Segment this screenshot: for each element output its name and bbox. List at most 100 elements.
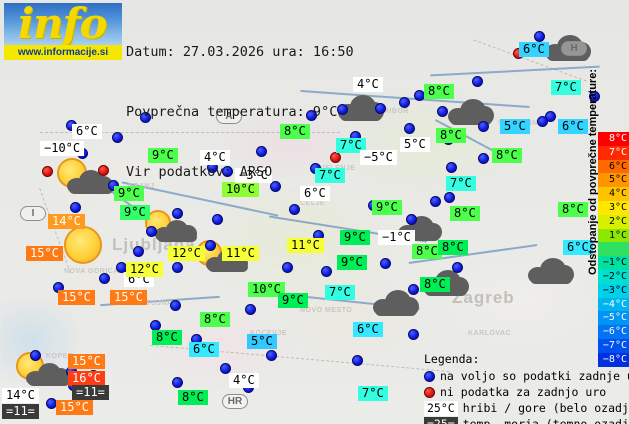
station-dot-current[interactable]: [172, 262, 183, 273]
station-dot-current[interactable]: [220, 363, 231, 374]
temperature-chip: 5°C: [247, 334, 277, 349]
station-dot-current[interactable]: [352, 355, 363, 366]
color-scale-row: 7°C: [598, 145, 629, 160]
station-dot-current[interactable]: [256, 146, 267, 157]
temperature-chip: 15°C: [56, 400, 93, 415]
sun-icon: [64, 226, 102, 264]
color-scale-row: 5°C: [598, 173, 629, 188]
station-dot-stale[interactable]: [330, 152, 341, 163]
station-dot-current[interactable]: [245, 304, 256, 315]
temperature-chip: =11=: [2, 404, 39, 419]
station-dot-current[interactable]: [534, 31, 545, 42]
mountain-chip-sample: 25°C: [424, 400, 458, 416]
site-logo[interactable]: info www.informacije.si: [4, 3, 122, 60]
station-dot-current[interactable]: [146, 226, 157, 237]
red-dot-icon: [424, 386, 435, 398]
station-dot-current[interactable]: [337, 104, 348, 115]
color-scale-row: −3°C: [598, 283, 629, 298]
station-dot-current[interactable]: [399, 97, 410, 108]
cloud-icon: [155, 220, 199, 242]
station-dot-current[interactable]: [306, 110, 317, 121]
station-dot-current[interactable]: [222, 166, 233, 177]
temperature-chip: 14°C: [48, 214, 85, 229]
country-code-badge: I: [20, 206, 46, 221]
temperature-chip: 9°C: [148, 148, 178, 163]
temperature-chip: 8°C: [558, 202, 588, 217]
station-dot-current[interactable]: [478, 121, 489, 132]
station-dot-current[interactable]: [589, 91, 600, 102]
station-dot-current[interactable]: [270, 181, 281, 192]
station-dot-current[interactable]: [212, 214, 223, 225]
station-dot-current[interactable]: [437, 106, 448, 117]
temperature-chip: 12°C: [168, 246, 205, 261]
station-dot-current[interactable]: [30, 350, 41, 361]
station-dot-current[interactable]: [406, 214, 417, 225]
temperature-chip: 6°C: [72, 124, 102, 139]
temperature-chip: 8°C: [420, 277, 450, 292]
legend: Legenda: na voljo so podatki zadnje ure …: [424, 352, 629, 424]
color-scale-bars: 8°C 7°C 6°C 5°C 4°C 3°C 2°C 1°C −1°C −2°C −3°C −4°C…: [598, 132, 629, 367]
temperature-chip: 12°C: [126, 262, 163, 277]
temperature-chip: 9°C: [340, 230, 370, 245]
station-dot-current[interactable]: [70, 202, 81, 213]
station-dot-current[interactable]: [452, 262, 463, 273]
temperature-chip: 8°C: [280, 124, 310, 139]
temperature-chip: 15°C: [26, 246, 63, 261]
station-dot-current[interactable]: [380, 258, 391, 269]
color-scale-row: −4°C: [598, 297, 629, 312]
station-dot-current[interactable]: [99, 273, 110, 284]
temperature-chip: 11°C: [222, 246, 259, 261]
station-dot-current[interactable]: [375, 103, 386, 114]
station-dot-current[interactable]: [321, 266, 332, 277]
temperature-chip: 6°C: [189, 342, 219, 357]
color-scale-row: [598, 242, 629, 257]
station-dot-current[interactable]: [282, 262, 293, 273]
station-dot-current[interactable]: [140, 112, 151, 123]
temperature-chip: 6°C: [563, 240, 593, 255]
temperature-chip: 9°C: [337, 255, 367, 270]
station-dot-current[interactable]: [289, 204, 300, 215]
station-dot-current[interactable]: [478, 153, 489, 164]
country-code-badge: H: [561, 41, 587, 56]
station-dot-current[interactable]: [408, 284, 419, 295]
station-dot-current[interactable]: [108, 180, 119, 191]
station-dot-current[interactable]: [444, 192, 455, 203]
station-dot-stale[interactable]: [98, 165, 109, 176]
station-dot-current[interactable]: [537, 116, 548, 127]
temperature-chip: 8°C: [200, 312, 230, 327]
station-dot-current[interactable]: [430, 196, 441, 207]
cloud-icon: [26, 363, 72, 386]
station-dot-current[interactable]: [404, 123, 415, 134]
station-dot-current[interactable]: [266, 350, 277, 361]
sea-chip-sample: =25=: [424, 416, 458, 424]
station-dot-current[interactable]: [408, 329, 419, 340]
color-scale-row: 6°C: [598, 159, 629, 174]
station-dot-current[interactable]: [112, 132, 123, 143]
header-info: Datum: 27.03.2026 ura: 16:50 Povprečna t…: [126, 2, 354, 222]
temperature-chip: 4°C: [229, 373, 259, 388]
color-scale-row: −8°C: [598, 352, 629, 367]
station-dot-current[interactable]: [172, 208, 183, 219]
header-avg-temp-line: Povprečna temperatura: 9°C: [126, 104, 338, 120]
temperature-chip: 8°C: [436, 128, 466, 143]
temperature-chip: −5°C: [360, 150, 397, 165]
temperature-chip: 15°C: [68, 354, 105, 369]
temperature-chip: 10°C: [222, 182, 259, 197]
legend-title: Legenda:: [424, 352, 480, 366]
station-dot-current[interactable]: [133, 246, 144, 257]
blue-dot-icon: [424, 370, 435, 382]
station-dot-current[interactable]: [205, 240, 216, 251]
temperature-chip: 7°C: [551, 80, 581, 95]
station-dot-current[interactable]: [172, 377, 183, 388]
temperature-chip: 7°C: [446, 176, 476, 191]
temperature-chip: 10°C: [248, 282, 285, 297]
station-dot-current[interactable]: [170, 300, 181, 311]
temperature-chip: 9°C: [120, 205, 150, 220]
station-dot-current[interactable]: [472, 76, 483, 87]
border-austria: [40, 132, 340, 133]
temperature-chip: 9°C: [372, 200, 402, 215]
temperature-chip: 5°C: [500, 119, 530, 134]
temperature-chip: 9°C: [278, 293, 308, 308]
station-dot-stale[interactable]: [42, 166, 53, 177]
station-dot-current[interactable]: [446, 162, 457, 173]
